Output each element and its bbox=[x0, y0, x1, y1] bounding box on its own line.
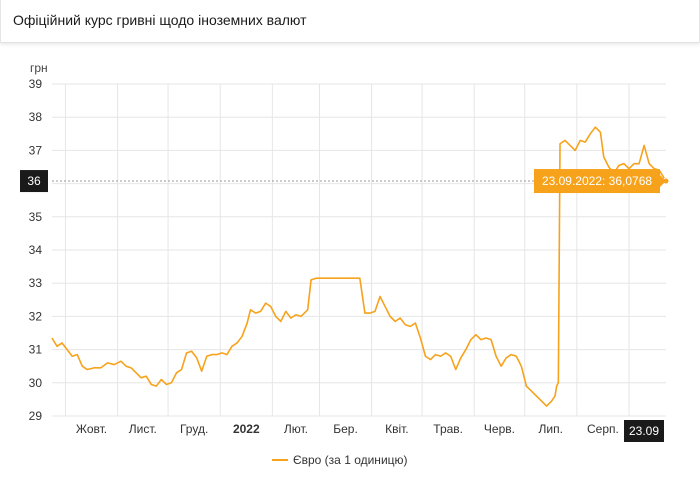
exchange-rate-chart: 29 30 31 32 33 34 35 36 37 38 39 Жовт. Лист. Груд. 202… bbox=[20, 61, 670, 467]
y-axis-label: грн bbox=[30, 61, 48, 75]
tooltip-pointer bbox=[660, 175, 666, 188]
x-tick-label: Бер. bbox=[333, 422, 358, 436]
x-tick-label: Серп. bbox=[587, 422, 619, 436]
y-tick-label: 39 bbox=[29, 77, 43, 91]
y-tick-label: 38 bbox=[29, 110, 43, 124]
x-tick-label: Трав. bbox=[433, 422, 463, 436]
y-tick-label: 35 bbox=[29, 210, 43, 224]
y-tick-label: 31 bbox=[29, 343, 43, 357]
x-tick-label: Груд. bbox=[180, 422, 208, 436]
y-tick-label: 34 bbox=[29, 243, 43, 257]
page-header: Офіційний курс гривні щодо іноземних вал… bbox=[0, 0, 700, 43]
y-current-badge-label: 36 bbox=[27, 174, 41, 188]
tooltip-text: 23.09.2022: 36,0768 bbox=[542, 174, 652, 188]
x-current-badge-label: 23.09 bbox=[629, 424, 659, 438]
y-tick-label: 30 bbox=[29, 376, 43, 390]
x-tick-label: 2022 bbox=[233, 422, 260, 436]
x-tick-label: Лип. bbox=[539, 422, 563, 436]
y-tick-label: 33 bbox=[29, 276, 43, 290]
series-line-euro bbox=[51, 126, 667, 407]
legend-label: Євро (за 1 одиницю) bbox=[293, 453, 408, 467]
y-tick-label: 29 bbox=[29, 409, 43, 423]
x-tick-label: Черв. bbox=[484, 422, 515, 436]
x-tick-label: Квіт. bbox=[385, 422, 409, 436]
tooltip-box bbox=[534, 169, 660, 194]
x-tick-label: Жовт. bbox=[76, 422, 107, 436]
x-current-badge bbox=[624, 420, 664, 442]
x-tick-label: Лют. bbox=[284, 422, 308, 436]
x-tick-label: Лист. bbox=[129, 422, 157, 436]
page-title: Офіційний курс гривні щодо іноземних вал… bbox=[13, 12, 307, 28]
y-current-badge bbox=[20, 170, 48, 193]
y-tick-label: 32 bbox=[29, 309, 43, 323]
y-tick-label: 37 bbox=[29, 143, 43, 157]
